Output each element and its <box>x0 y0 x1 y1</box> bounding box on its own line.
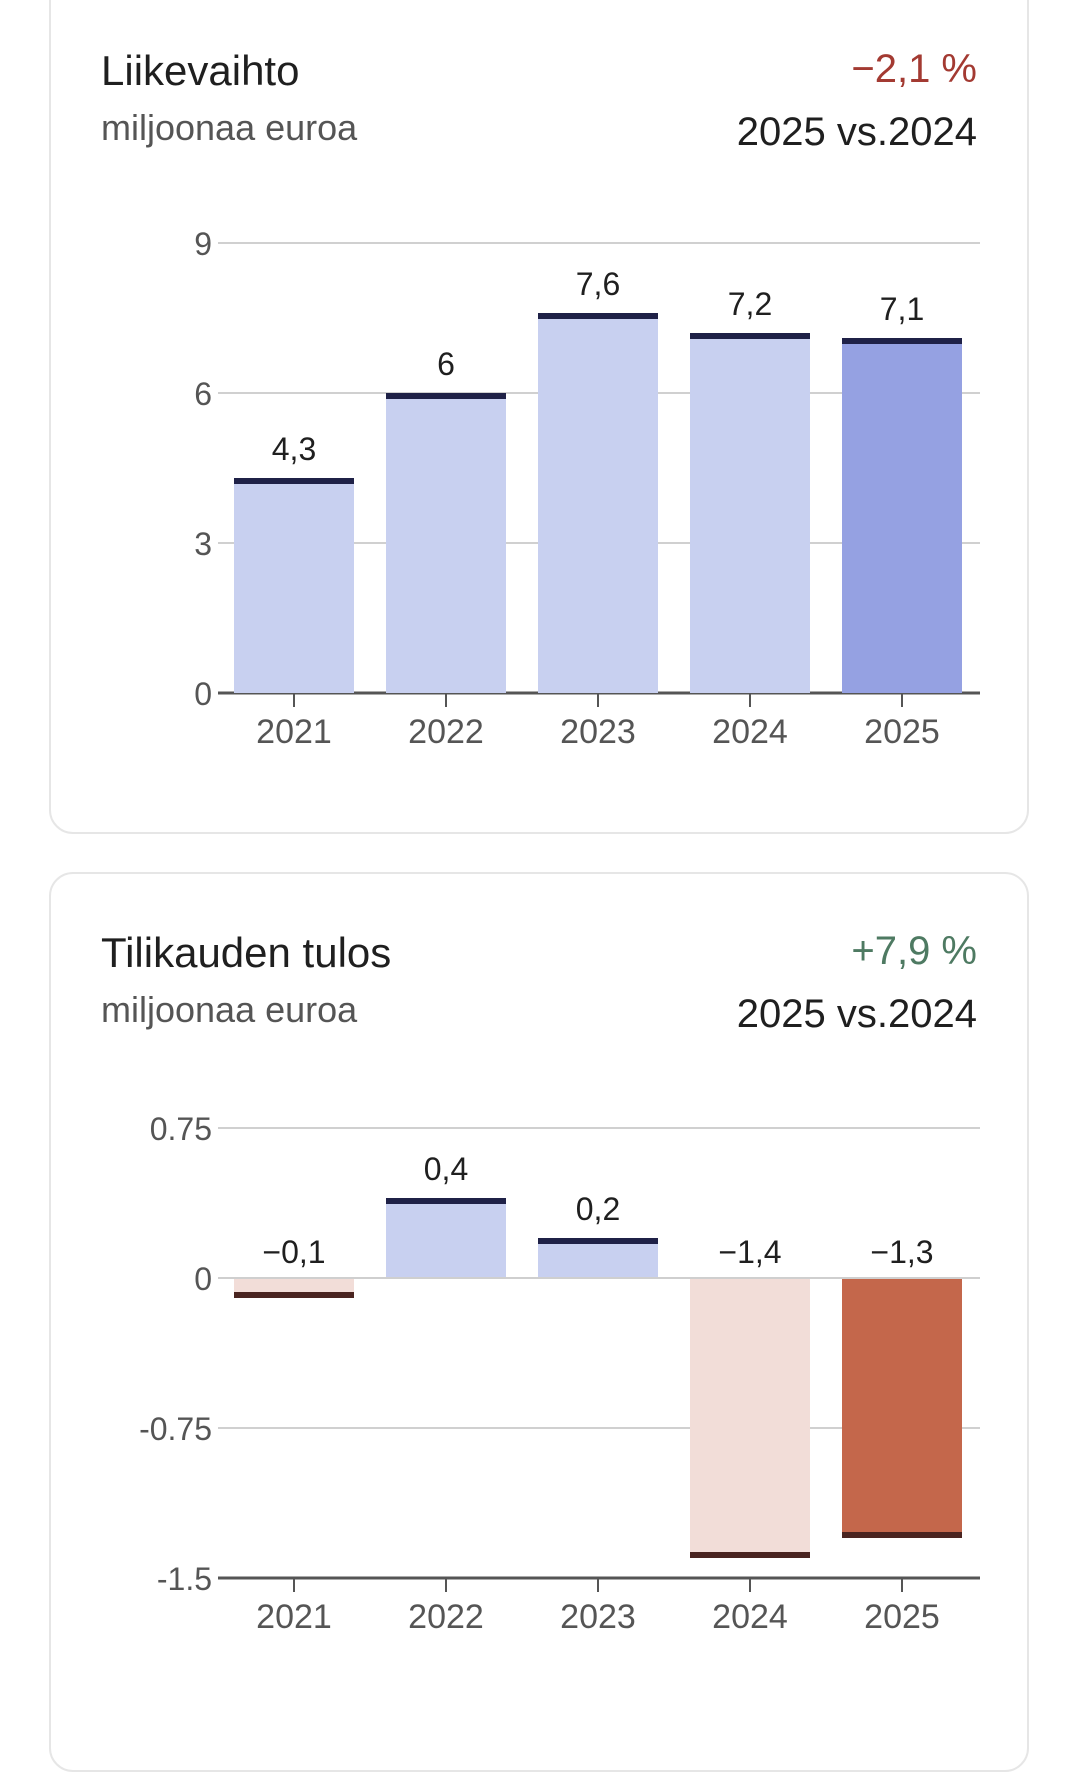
change-percent: +7,9 % <box>851 929 977 973</box>
revenue-card: Liikevaihto miljoonaa euroa −2,1 % 2025 … <box>49 0 1029 834</box>
chart-subtitle: miljoonaa euroa <box>101 989 358 1030</box>
net-result-card: Tilikauden tulos miljoonaa euroa +7,9 % … <box>49 872 1029 1772</box>
chart-subtitle: miljoonaa euroa <box>101 107 358 148</box>
comparison-label: 2025 vs.2024 <box>736 110 977 154</box>
chart-title: Tilikauden tulos <box>101 929 392 976</box>
chart-title: Liikevaihto <box>101 47 300 94</box>
comparison-label: 2025 vs.2024 <box>736 992 977 1036</box>
change-percent: −2,1 % <box>851 47 977 91</box>
